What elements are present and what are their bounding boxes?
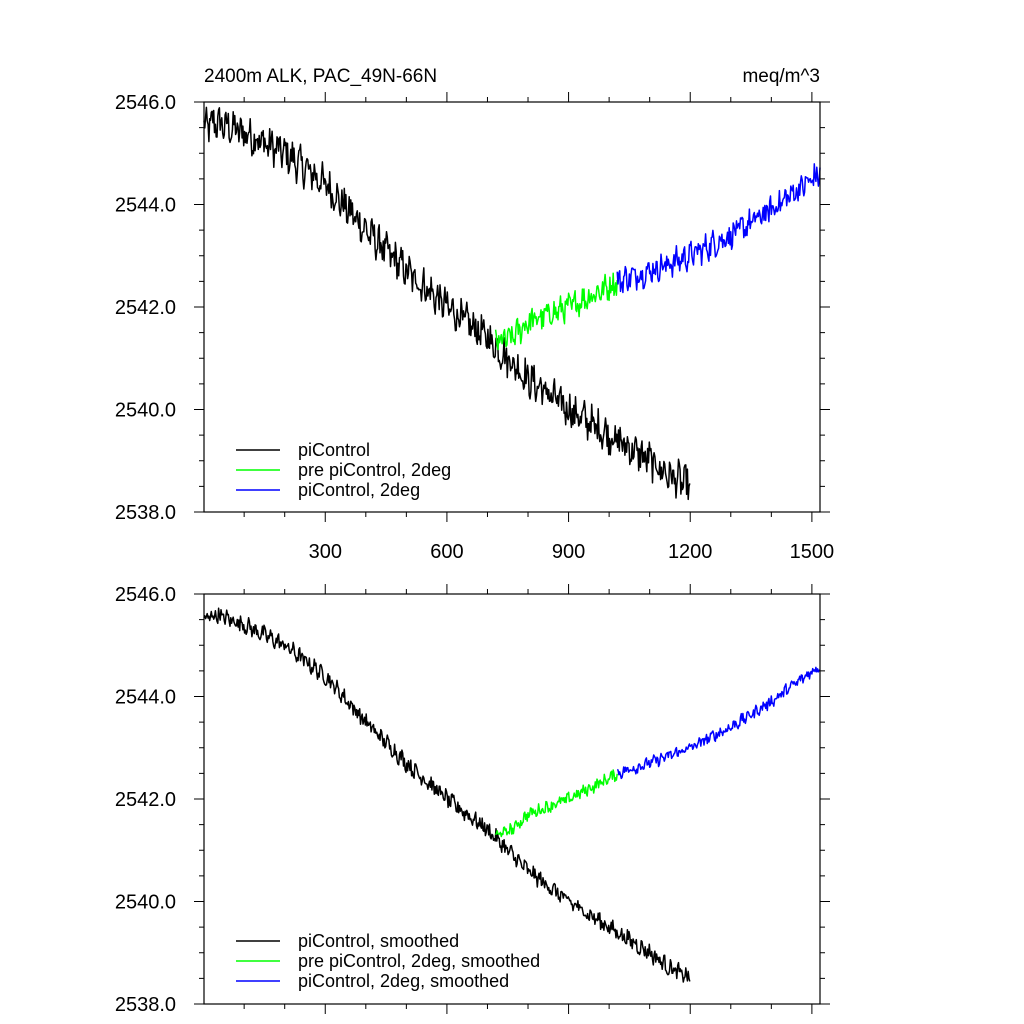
axis-ticks <box>194 584 830 1014</box>
y-tick-label: 2544.0 <box>115 195 176 217</box>
legend: piControl pre piControl, 2deg piControl,… <box>236 440 451 500</box>
legend-label: piControl, 2deg <box>298 480 420 500</box>
y-tick-label: 2538.0 <box>115 994 176 1016</box>
y-tick-label: 2540.0 <box>115 892 176 914</box>
legend-label: pre piControl, 2deg, smoothed <box>298 951 540 971</box>
units-label: meq/m^3 <box>742 66 820 87</box>
y-tick-label: 2544.0 <box>115 687 176 709</box>
series-line <box>616 163 821 294</box>
bottom-panel: 2538.0 2540.0 2542.0 2544.0 2546.0 piCon… <box>115 584 830 1016</box>
x-tick-label: 300 <box>309 541 342 563</box>
top-panel: 2400m ALK, PAC_49N-66N meq/m^3 2538.0 25… <box>115 66 834 563</box>
y-tick-label: 2542.0 <box>115 297 176 319</box>
series-line <box>616 666 821 780</box>
legend-label: piControl, 2deg, smoothed <box>298 971 509 991</box>
y-tick-label: 2546.0 <box>115 92 176 114</box>
plot-lines <box>203 106 821 501</box>
y-tick-label: 2540.0 <box>115 400 176 422</box>
legend: piControl, smoothed pre piControl, 2deg,… <box>236 931 540 991</box>
y-tick-label: 2538.0 <box>115 502 176 524</box>
x-tick-label: 1500 <box>790 541 835 563</box>
plot-frame <box>203 101 821 513</box>
y-tick-label: 2546.0 <box>115 584 176 606</box>
legend-label: piControl <box>298 440 370 460</box>
axis-ticks <box>194 92 830 522</box>
x-tick-label: 1200 <box>668 541 713 563</box>
series-line <box>494 272 618 351</box>
plot-frame <box>203 593 821 1005</box>
y-axis-tick-labels: 2538.0 2540.0 2542.0 2544.0 2546.0 <box>115 92 176 524</box>
chart-title: 2400m ALK, PAC_49N-66N <box>204 66 437 87</box>
series-line <box>203 106 691 501</box>
y-tick-label: 2542.0 <box>115 789 176 811</box>
x-tick-label: 600 <box>430 541 463 563</box>
x-axis-tick-labels: 300 600 900 1200 1500 <box>309 541 835 563</box>
legend-label: pre piControl, 2deg <box>298 460 451 480</box>
plot-lines <box>203 607 821 983</box>
series-line <box>494 769 618 838</box>
x-tick-label: 900 <box>552 541 585 563</box>
y-axis-tick-labels: 2538.0 2540.0 2542.0 2544.0 2546.0 <box>115 584 176 1016</box>
series-line <box>203 607 691 983</box>
legend-label: piControl, smoothed <box>298 931 459 951</box>
